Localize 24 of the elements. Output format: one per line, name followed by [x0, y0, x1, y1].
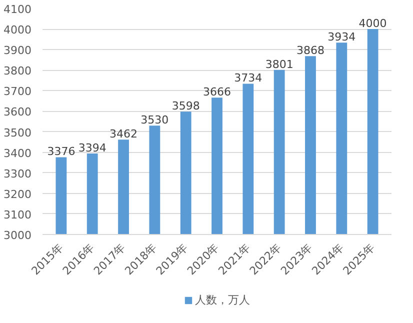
y-tick-label: 4000 — [4, 24, 32, 37]
y-tick-label: 3700 — [4, 85, 32, 98]
y-tick-label: 3400 — [4, 146, 32, 160]
data-label: 3868 — [296, 44, 324, 58]
data-label: 3801 — [265, 58, 294, 71]
data-label: 3394 — [78, 142, 106, 155]
data-label: 3530 — [140, 114, 169, 127]
data-label: 4000 — [358, 17, 387, 30]
y-tick-label: 3100 — [4, 208, 32, 222]
data-label: 3934 — [328, 30, 356, 44]
y-tick-label: 3300 — [4, 167, 32, 180]
data-label: 3376 — [47, 145, 76, 158]
data-label: 3462 — [110, 128, 138, 141]
legend-label: 人数，万人 — [195, 292, 250, 308]
data-label: 3734 — [234, 72, 262, 85]
data-label: 3598 — [172, 100, 200, 113]
data-label: 3666 — [203, 86, 232, 99]
y-tick-label: 3900 — [4, 44, 32, 58]
y-tick-label: 3200 — [4, 188, 32, 201]
y-tick-label: 3800 — [4, 64, 32, 78]
y-tick-label: 3000 — [4, 229, 32, 242]
y-tick-label: 3500 — [4, 126, 32, 140]
y-tick-label: 3600 — [4, 106, 32, 119]
y-tick-label: 4100 — [4, 3, 32, 16]
